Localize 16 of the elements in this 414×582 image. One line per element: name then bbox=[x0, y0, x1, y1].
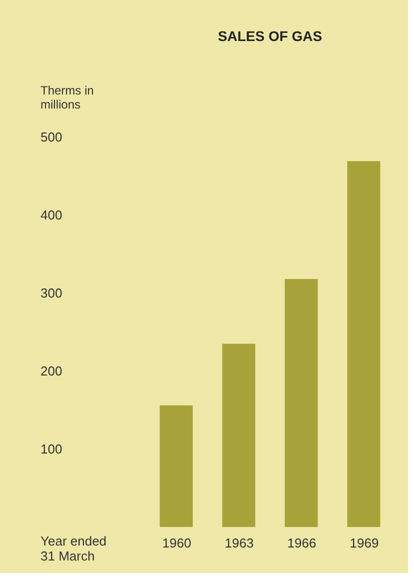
y-tick-label: 400 bbox=[40, 208, 62, 222]
x-tick-label: 1963 bbox=[224, 536, 254, 550]
x-tick-label: 1960 bbox=[162, 536, 192, 550]
y-tick-label: 200 bbox=[40, 364, 62, 378]
bar bbox=[222, 344, 256, 527]
y-tick-label: 500 bbox=[40, 130, 62, 144]
y-tick-label: 100 bbox=[40, 442, 62, 456]
x-tick-label: 1966 bbox=[287, 536, 316, 550]
bar bbox=[284, 278, 318, 527]
bar bbox=[160, 405, 193, 527]
y-axis-title: Therms in millions bbox=[40, 84, 94, 112]
y-tick-label: 300 bbox=[40, 286, 62, 300]
x-axis-title: Year ended 31 March bbox=[40, 534, 107, 564]
bar bbox=[347, 161, 380, 527]
x-tick-label: 1969 bbox=[350, 536, 379, 550]
chart-title: SALES OF GAS bbox=[218, 28, 322, 44]
